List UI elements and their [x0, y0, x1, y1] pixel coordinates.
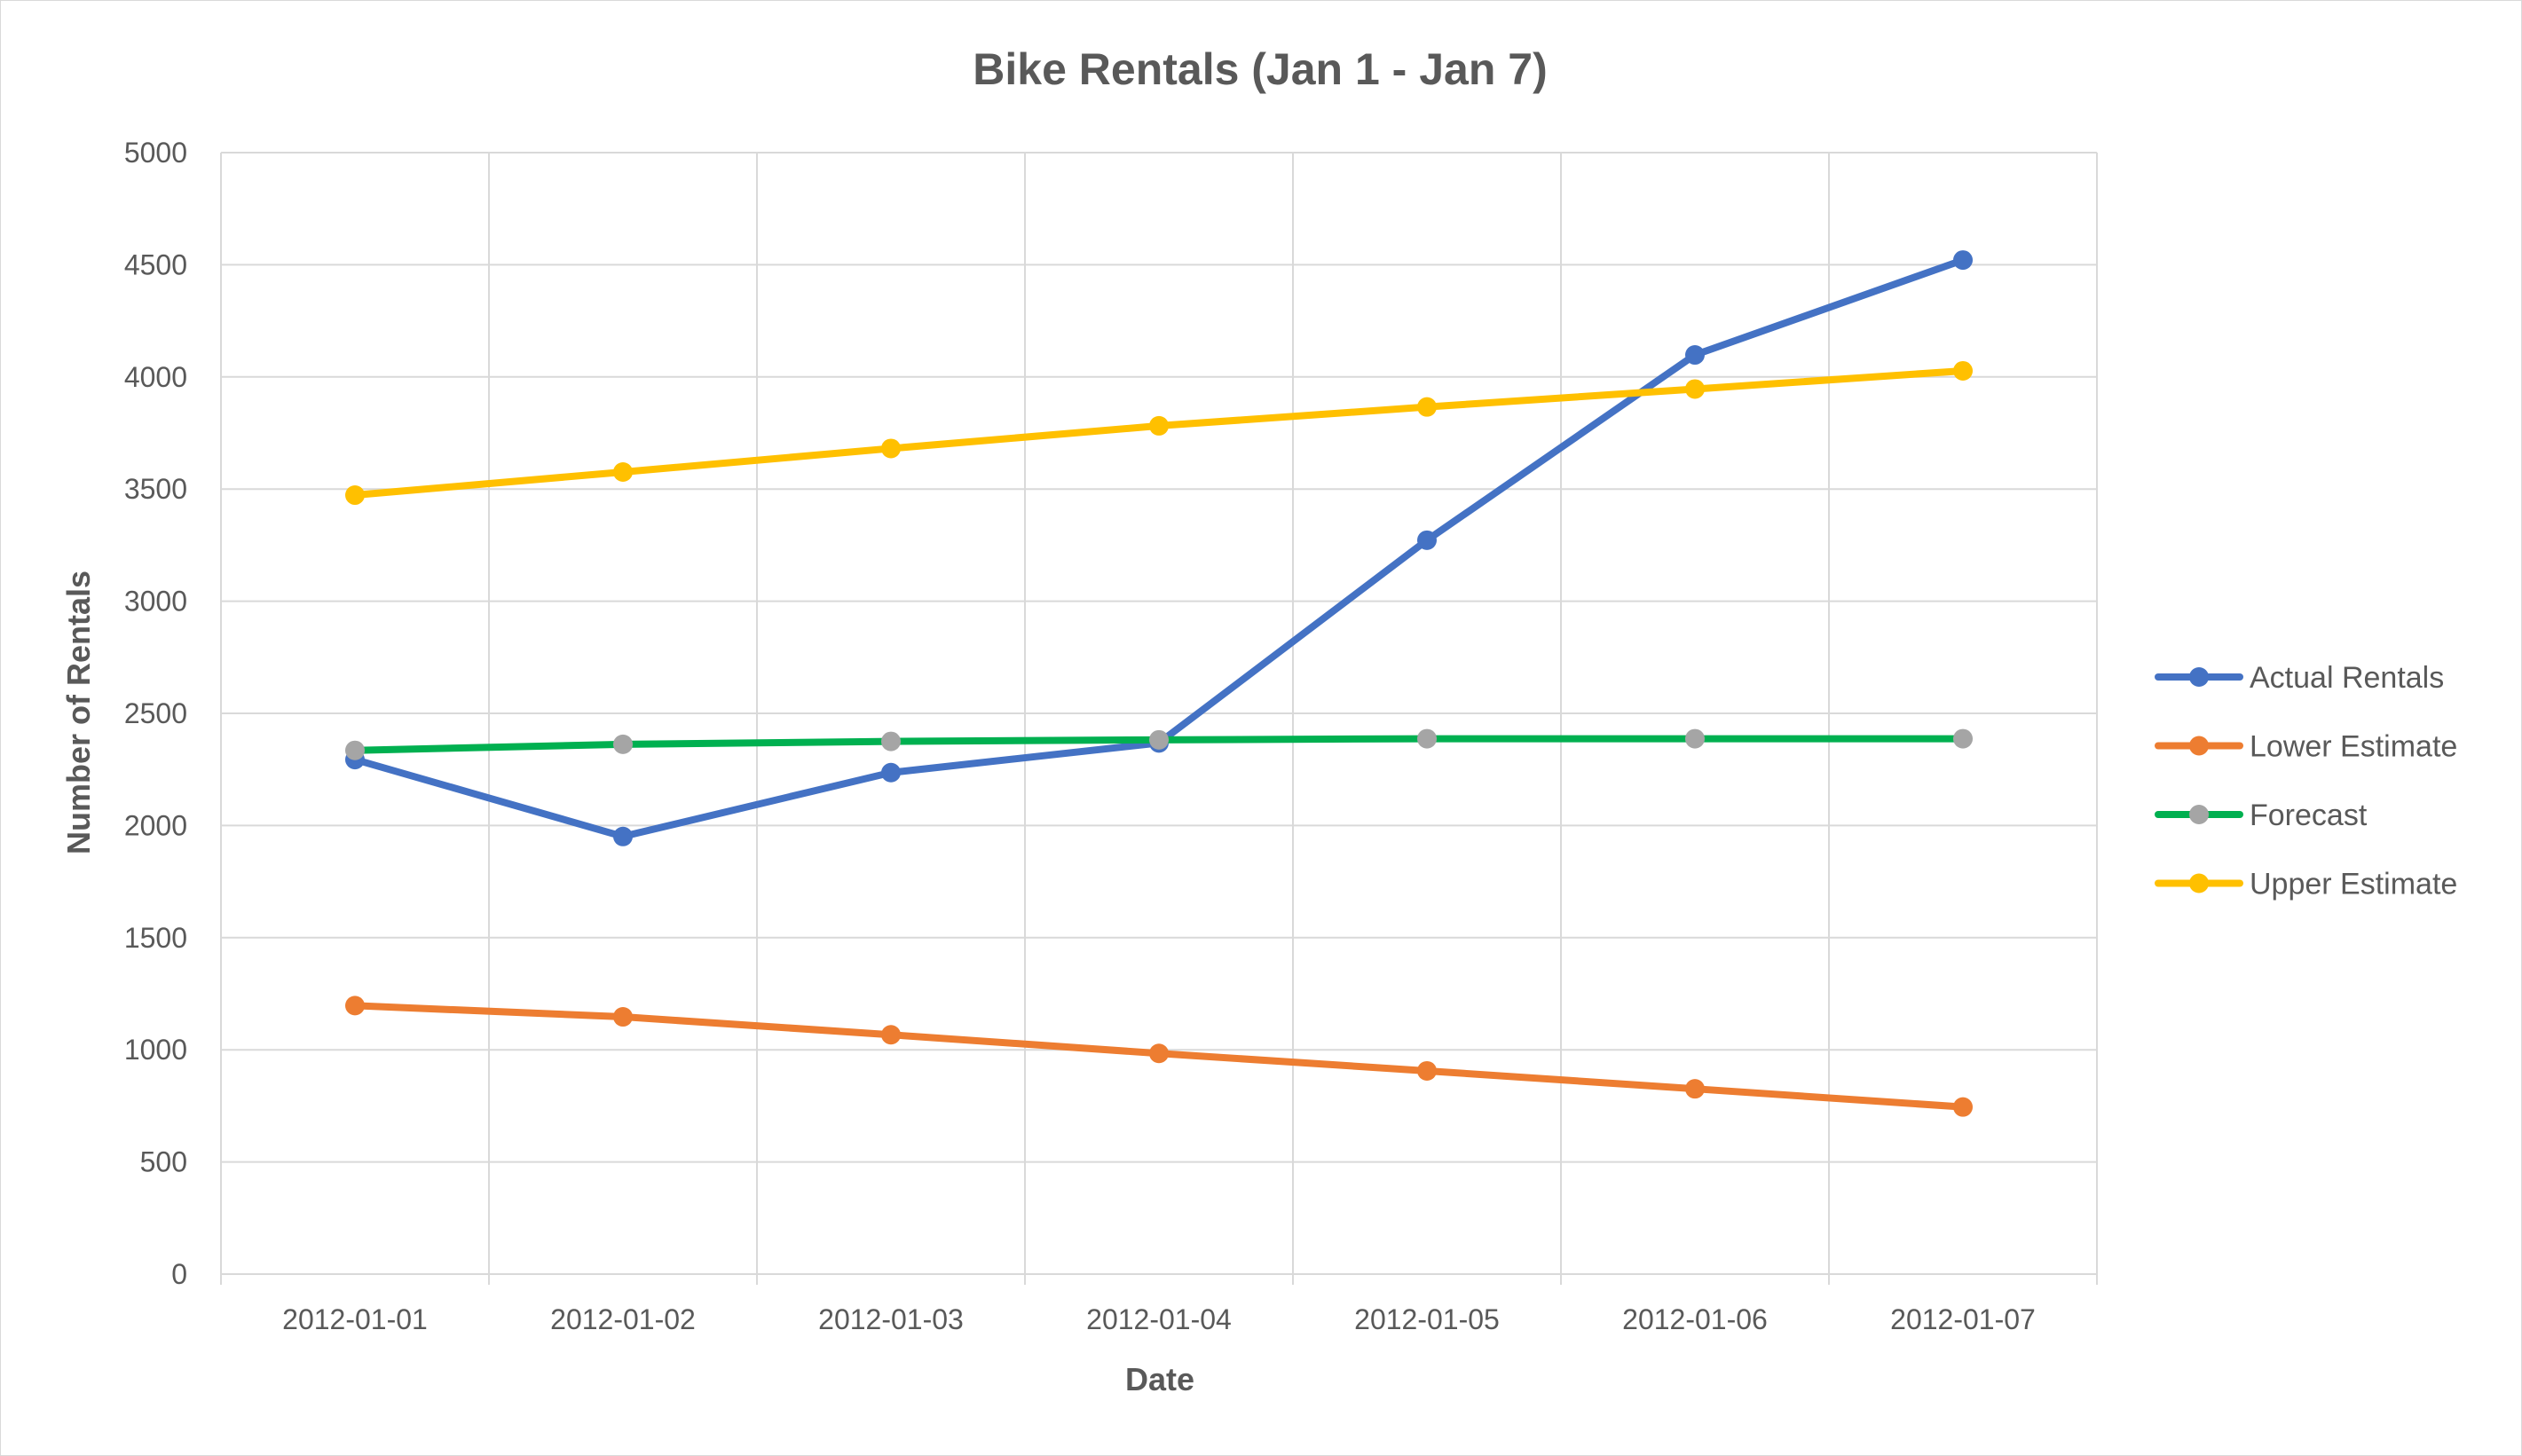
- data-point: [1953, 250, 1973, 271]
- data-point: [345, 485, 365, 506]
- series-lower-estimate: [345, 996, 1973, 1117]
- data-point: [1417, 530, 1437, 550]
- data-point: [1953, 360, 1973, 381]
- x-axis-tick-labels: 2012-01-01 2012-01-02 2012-01-03 2012-01-04…: [282, 1303, 2036, 1335]
- y-tick-label: 2000: [124, 809, 187, 841]
- legend-label: Actual Rentals: [2250, 661, 2444, 695]
- y-tick-label: 3500: [124, 473, 187, 505]
- data-point: [1685, 1079, 1705, 1099]
- y-tick-label: 500: [140, 1146, 187, 1178]
- data-point: [613, 826, 633, 846]
- x-tick-label: 2012-01-01: [282, 1303, 428, 1335]
- data-point: [613, 461, 633, 482]
- x-tick-label: 2012-01-06: [1622, 1303, 1768, 1335]
- data-point: [1417, 728, 1437, 749]
- legend-label: Upper Estimate: [2250, 868, 2457, 901]
- data-point: [1149, 1043, 1169, 1064]
- y-tick-label: 4000: [124, 361, 187, 393]
- y-tick-label: 0: [171, 1258, 187, 1290]
- legend-marker: [2189, 667, 2209, 687]
- x-tick-label: 2012-01-05: [1354, 1303, 1500, 1335]
- data-point: [1685, 345, 1705, 366]
- x-axis-title: Date: [1125, 1361, 1194, 1397]
- data-point: [881, 731, 901, 752]
- x-tick-label: 2012-01-04: [1086, 1303, 1232, 1335]
- legend-item: Forecast: [2155, 799, 2368, 832]
- series-actual-rentals: [345, 250, 1973, 846]
- y-tick-label: 4500: [124, 248, 187, 280]
- legend-item: Lower Estimate: [2155, 730, 2457, 764]
- data-point: [1953, 1097, 1973, 1117]
- data-point: [881, 438, 901, 459]
- legend-item: Upper Estimate: [2155, 868, 2457, 901]
- y-tick-label: 2500: [124, 697, 187, 729]
- legend-marker: [2189, 805, 2209, 824]
- y-tick-label: 5000: [124, 137, 187, 169]
- data-point: [613, 734, 633, 754]
- legend: Actual Rentals Lower Estimate Forecast Uppe…: [2155, 661, 2457, 901]
- y-tick-label: 1500: [124, 922, 187, 954]
- x-tick-label: 2012-01-03: [818, 1303, 964, 1335]
- legend-marker: [2189, 736, 2209, 756]
- data-point: [1685, 379, 1705, 399]
- series-upper-estimate: [345, 360, 1973, 506]
- axes: [220, 1273, 2098, 1285]
- x-tick-label: 2012-01-02: [550, 1303, 696, 1335]
- x-tick-label: 2012-01-07: [1890, 1303, 2036, 1335]
- y-axis-title: Number of Rentals: [60, 571, 97, 854]
- data-point: [1417, 1060, 1437, 1081]
- legend-label: Forecast: [2250, 799, 2368, 832]
- data-point: [1417, 397, 1437, 417]
- data-point: [345, 996, 365, 1016]
- y-tick-label: 1000: [124, 1034, 187, 1066]
- gridlines: [220, 152, 2098, 1274]
- legend-marker: [2189, 873, 2209, 893]
- data-point: [1685, 728, 1705, 749]
- data-point: [1953, 728, 1973, 749]
- chart-title: Bike Rentals (Jan 1 - Jan 7): [973, 44, 1547, 94]
- series-lines: [345, 250, 1973, 1117]
- data-point: [881, 762, 901, 783]
- data-point: [345, 740, 365, 760]
- data-point: [881, 1025, 901, 1045]
- legend-item: Actual Rentals: [2155, 661, 2444, 695]
- data-point: [1149, 415, 1169, 436]
- data-point: [613, 1007, 633, 1027]
- data-point: [1149, 729, 1169, 750]
- y-tick-label: 3000: [124, 586, 187, 618]
- y-axis-tick-labels: 0 500 1000 1500 2000 2500 3000 3500 4000 4500 5000: [124, 137, 187, 1290]
- legend-label: Lower Estimate: [2250, 730, 2457, 764]
- series-forecast: [345, 728, 1973, 760]
